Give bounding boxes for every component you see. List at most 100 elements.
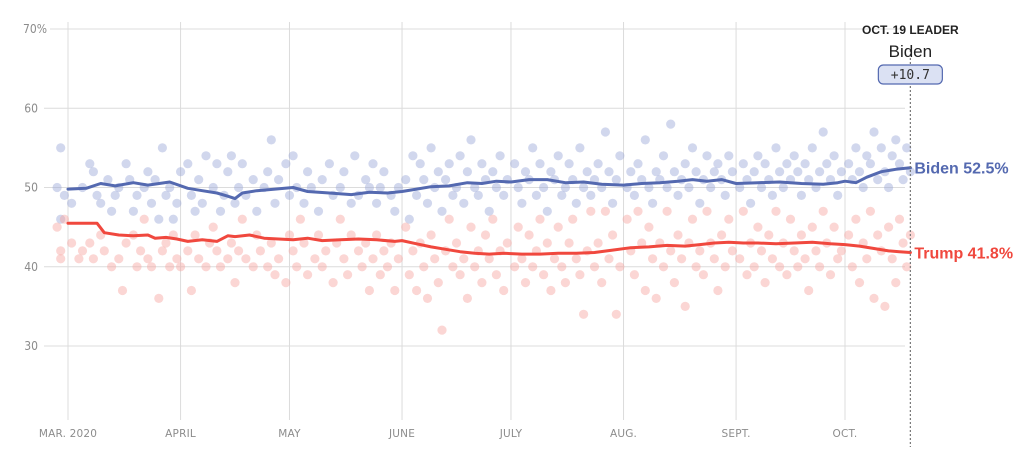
biden-poll-dot — [230, 198, 240, 208]
trump-poll-dot — [223, 254, 233, 264]
trump-poll-dot — [597, 278, 607, 288]
trump-poll-dot — [255, 246, 265, 256]
biden-poll-dot — [658, 151, 669, 161]
trump-poll-dot — [281, 278, 291, 288]
biden-poll-dot — [415, 159, 425, 169]
biden-poll-dot — [197, 198, 207, 208]
biden-poll-dot — [691, 167, 701, 177]
biden-poll-dot — [252, 206, 262, 216]
biden-poll-dot — [339, 167, 349, 177]
biden-poll-dot — [85, 159, 95, 169]
biden-poll-dot — [560, 182, 571, 193]
trump-poll-dot — [74, 254, 84, 264]
biden-poll-dot — [651, 167, 661, 177]
biden-poll-dot — [611, 175, 621, 185]
biden-poll-dot — [898, 175, 908, 185]
biden-poll-dot — [52, 182, 62, 193]
trump-poll-dot — [629, 270, 640, 280]
trump-poll-dot — [677, 254, 687, 264]
biden-poll-dot — [412, 190, 422, 200]
trump-poll-dot — [215, 262, 226, 272]
trump-poll-dot — [132, 262, 142, 272]
trump-poll-dot — [56, 254, 66, 264]
biden-poll-dot — [793, 167, 803, 177]
trump-poll-dot — [408, 246, 418, 256]
trump-poll-dot — [382, 262, 393, 272]
trump-poll-dot — [615, 262, 625, 272]
biden-poll-dot — [528, 143, 538, 153]
trump-poll-dot — [513, 222, 523, 232]
biden-poll-dot — [313, 206, 324, 216]
x-tick-label: AUG. — [610, 428, 637, 440]
biden-poll-dot — [183, 159, 193, 169]
trump-poll-dot — [226, 238, 236, 248]
trump-poll-dot — [651, 293, 661, 303]
biden-poll-dot — [234, 182, 244, 193]
trump-poll-dot — [865, 206, 876, 216]
trump-poll-dot — [154, 293, 164, 303]
trump-poll-dot — [353, 246, 364, 256]
trump-poll-dot — [662, 206, 672, 216]
biden-poll-dot — [633, 159, 643, 169]
trump-poll-dot — [364, 285, 374, 296]
trump-poll-dot — [404, 270, 414, 280]
biden-poll-dot — [535, 159, 545, 169]
biden-poll-dot — [862, 151, 872, 161]
trump-poll-dot — [77, 246, 88, 256]
biden-poll-dot — [103, 175, 113, 185]
trump-poll-dot — [372, 230, 382, 240]
biden-poll-dot — [767, 190, 778, 200]
biden-poll-dot — [586, 190, 596, 200]
biden-poll-dot — [67, 198, 77, 208]
trump-poll-dot — [818, 206, 828, 216]
trump-poll-dot — [266, 238, 276, 248]
trump-poll-dot — [466, 222, 476, 232]
biden-poll-dot — [546, 167, 556, 177]
biden-poll-dot — [600, 127, 611, 137]
trump-poll-dot — [451, 238, 462, 248]
biden-poll-dot — [702, 151, 712, 161]
biden-poll-dot — [477, 159, 487, 169]
biden-poll-dot — [571, 198, 581, 208]
trump-poll-dot — [117, 285, 128, 296]
trump-poll-dot — [600, 206, 611, 216]
biden-poll-dot — [608, 198, 618, 208]
leader-annotation: OCT. 19 LEADER Biden +10.7 — [862, 23, 959, 85]
trump-poll-dot — [753, 222, 763, 232]
biden-poll-dot — [669, 167, 680, 177]
trump-poll-dot — [375, 270, 385, 280]
biden-poll-dot — [96, 198, 106, 208]
trump-poll-dot — [288, 246, 298, 256]
biden-poll-dot — [92, 190, 102, 200]
trump-poll-dot — [825, 270, 836, 280]
leader-name: Biden — [889, 42, 932, 61]
biden-poll-dot — [491, 182, 501, 193]
trump-poll-dot — [321, 246, 331, 256]
trump-poll-dot — [499, 285, 509, 296]
biden-poll-dot — [132, 190, 142, 200]
trump-poll-dot — [771, 206, 781, 216]
biden-poll-dot — [854, 167, 865, 177]
trump-poll-dot — [313, 230, 324, 240]
biden-poll-dot — [393, 182, 403, 193]
trump-poll-dot — [539, 270, 549, 280]
trump-poll-dot — [844, 230, 854, 240]
biden-poll-dot — [564, 159, 574, 169]
biden-poll-dot — [284, 190, 295, 200]
trump-poll-dot — [186, 285, 196, 296]
biden-poll-dot — [851, 143, 861, 153]
biden-poll-dot — [201, 151, 211, 161]
biden-poll-dot — [408, 151, 418, 161]
biden-poll-dot — [364, 182, 374, 193]
biden-poll-dot — [448, 190, 458, 200]
biden-poll-dot — [215, 206, 226, 216]
biden-poll-dot — [640, 135, 650, 145]
biden-poll-dot — [735, 182, 745, 193]
y-tick-label: 30 — [24, 339, 38, 353]
trump-poll-dot — [437, 325, 447, 335]
biden-poll-dot — [771, 143, 781, 153]
biden-poll-dot — [281, 159, 291, 169]
trump-poll-dot — [785, 214, 796, 224]
x-axis: MAR. 2020 APRIL MAY JUNE JULY AUG. SEPT. OCT. — [39, 428, 857, 440]
biden-poll-dot — [796, 190, 807, 200]
